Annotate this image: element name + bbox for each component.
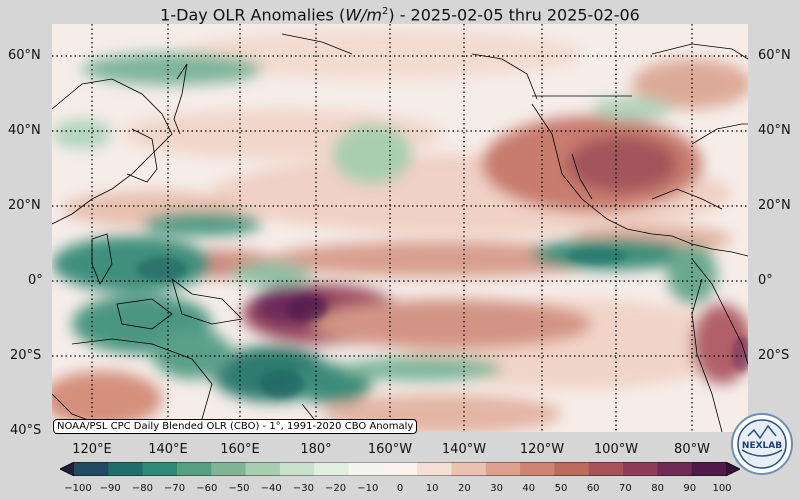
anomaly-detail [137, 248, 748, 398]
lat-label-right: 60°N [758, 48, 791, 63]
lat-label-right: 40°N [758, 123, 791, 138]
colorbar-bin [314, 462, 350, 476]
colorbar-bin [485, 462, 521, 476]
colorbar-tick-label: −90 [99, 483, 121, 494]
colorbar-tick-label: −30 [292, 483, 314, 494]
colorbar-tick-label: 100 [712, 483, 732, 494]
lat-label-right: 20°N [758, 198, 791, 213]
colorbar-tick-label: −50 [228, 483, 250, 494]
colorbar-bin [279, 462, 315, 476]
graticule [52, 24, 748, 432]
colorbar-max-extension [726, 462, 740, 476]
colorbar-tick-label: −70 [164, 483, 186, 494]
colorbar-min-extension [60, 462, 74, 476]
colorbar-tick-label: 60 [586, 483, 600, 494]
lon-label: 160°W [367, 442, 413, 457]
lat-label-left: 0° [28, 273, 43, 288]
lon-label: 140°W [441, 442, 487, 457]
colorbar-tick-label: −60 [196, 483, 218, 494]
colorbar-tick-label: 50 [554, 483, 568, 494]
colorbar-bin [451, 462, 487, 476]
colorbar-tick-label: −40 [260, 483, 282, 494]
colorbar-tick-label: −100 [64, 483, 92, 494]
colorbar-bin [142, 462, 178, 476]
colorbar-tick-label: 90 [683, 483, 697, 494]
data-source-credit: NOAA/PSL CPC Daily Blended OLR (CBO) - 1… [53, 419, 418, 434]
colorbar-tick-label: 70 [619, 483, 632, 494]
colorbar-bin [417, 462, 452, 476]
colorbar-tick-label: 30 [490, 483, 503, 494]
lat-label-left: 20°N [8, 198, 41, 213]
colorbar-bin [520, 462, 555, 476]
lon-label: 120°W [519, 442, 565, 457]
colorbar-bin [623, 462, 658, 476]
colorbar-bin [691, 462, 727, 476]
colorbar-bin [108, 462, 144, 476]
lat-label-left: 40°N [8, 123, 41, 138]
colorbar-tick-label: −10 [357, 483, 379, 494]
lon-label: 160°E [220, 442, 260, 457]
coastlines [52, 33, 748, 432]
title-unit: W/m [345, 5, 382, 25]
lat-label-right: 20°S [758, 348, 790, 363]
lon-label: 180° [300, 442, 332, 457]
title-text: 1-Day OLR Anomalies ( [160, 5, 346, 25]
colorbar-tick-label: 80 [651, 483, 664, 494]
olr-anomaly-map [52, 24, 748, 432]
colorbar-bin [348, 462, 384, 476]
title-tail: ) - 2025-02-05 thru 2025-02-06 [388, 5, 640, 25]
colorbar-bin [245, 462, 281, 476]
colorbar-tick-label: −20 [325, 483, 347, 494]
colorbar-bin [554, 462, 590, 476]
colorbar-tick-label: 20 [458, 483, 471, 494]
lat-label-left: 40°S [10, 423, 42, 438]
anomaly-field [52, 29, 748, 432]
colorbar-tick-label: 40 [522, 483, 536, 494]
nexlab-logo: NEXLAB [731, 413, 793, 475]
colorbar-bin [382, 462, 418, 476]
colorbar-tick-label: 10 [425, 483, 439, 494]
colorbar-tick-label: 0 [396, 483, 404, 494]
lat-label-right: 0° [758, 273, 773, 288]
lon-label: 100°W [593, 442, 639, 457]
lat-label-left: 20°S [10, 348, 42, 363]
colorbar-bin [74, 462, 109, 476]
colorbar-bin [176, 462, 212, 476]
lon-label: 140°E [148, 442, 188, 457]
title-unit-exponent: 2 [381, 6, 389, 17]
colorbar-bin [588, 462, 624, 476]
map-title: 1-Day OLR Anomalies (W/m2) - 2025-02-05 … [0, 0, 800, 24]
lon-label: 80°W [674, 442, 710, 457]
logo-text: NEXLAB [742, 441, 782, 451]
lon-label: 120°E [72, 442, 112, 457]
colorbar-tick-label: −80 [131, 483, 153, 494]
colorbar-bin [211, 462, 247, 476]
colorbar [60, 462, 740, 476]
colorbar-bin [657, 462, 693, 476]
lat-label-left: 60°N [8, 48, 41, 63]
